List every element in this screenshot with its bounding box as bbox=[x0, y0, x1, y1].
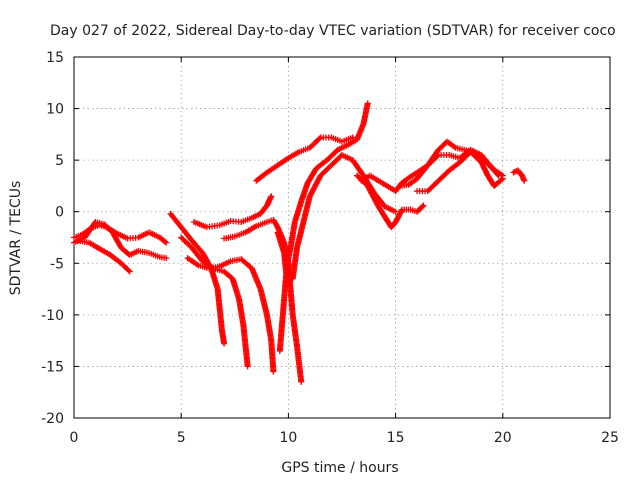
series-arc-6 bbox=[184, 255, 277, 375]
axis-ticks: 0 5 10 15 20 25 -20 -15 -10 -5 0 5 10 15 bbox=[41, 50, 619, 446]
y-tick-label: 0 bbox=[55, 205, 64, 221]
x-axis-label: GPS time / hours bbox=[281, 460, 398, 476]
data-point bbox=[498, 176, 505, 183]
data-points bbox=[71, 100, 528, 385]
data-point bbox=[91, 220, 98, 227]
data-point bbox=[126, 268, 133, 275]
y-tick-label: 5 bbox=[55, 153, 64, 169]
data-point bbox=[268, 193, 275, 200]
data-point bbox=[521, 177, 528, 184]
data-point bbox=[161, 238, 168, 245]
series-arc-5 bbox=[178, 234, 251, 370]
series-arc-3 bbox=[75, 237, 133, 275]
data-point bbox=[270, 368, 277, 375]
series-arc-16 bbox=[414, 148, 506, 195]
data-point bbox=[349, 134, 356, 141]
data-point bbox=[221, 340, 228, 347]
series-arc-7 bbox=[191, 193, 275, 231]
chart-title: Day 027 of 2022, Sidereal Day-to-day VTE… bbox=[50, 23, 616, 39]
x-tick-label: 0 bbox=[70, 430, 79, 446]
data-point bbox=[316, 135, 323, 142]
series-arc-4 bbox=[167, 210, 228, 347]
y-tick-label: -10 bbox=[41, 308, 64, 324]
data-point bbox=[392, 208, 399, 215]
data-point bbox=[495, 172, 502, 179]
y-tick-label: 10 bbox=[46, 102, 64, 118]
series-arc-15 bbox=[396, 138, 502, 189]
data-point bbox=[125, 267, 132, 274]
x-tick-label: 10 bbox=[279, 430, 297, 446]
data-point bbox=[420, 202, 427, 209]
y-tick-label: -20 bbox=[41, 411, 64, 427]
series-arc-13 bbox=[354, 172, 427, 231]
x-tick-label: 15 bbox=[387, 430, 405, 446]
data-point bbox=[499, 175, 506, 182]
series-arc-9 bbox=[253, 134, 356, 184]
data-point bbox=[364, 100, 371, 107]
data-point bbox=[494, 171, 501, 178]
x-tick-label: 25 bbox=[601, 430, 619, 446]
x-tick-label: 5 bbox=[177, 430, 186, 446]
data-point bbox=[276, 347, 283, 354]
series-arc-12 bbox=[289, 151, 399, 282]
y-tick-label: -5 bbox=[50, 256, 64, 272]
series-arc-17 bbox=[510, 167, 528, 184]
x-tick-label: 20 bbox=[494, 430, 512, 446]
series-arc-2 bbox=[71, 219, 170, 262]
y-axis-label: SDTVAR / TECUs bbox=[8, 181, 24, 296]
y-tick-label: -15 bbox=[41, 359, 64, 375]
y-tick-label: 15 bbox=[46, 50, 64, 66]
data-point bbox=[244, 363, 251, 370]
data-point bbox=[419, 203, 426, 210]
data-point bbox=[298, 378, 305, 385]
series-arc-11 bbox=[283, 100, 371, 272]
data-point bbox=[163, 255, 170, 262]
data-point bbox=[163, 239, 170, 246]
